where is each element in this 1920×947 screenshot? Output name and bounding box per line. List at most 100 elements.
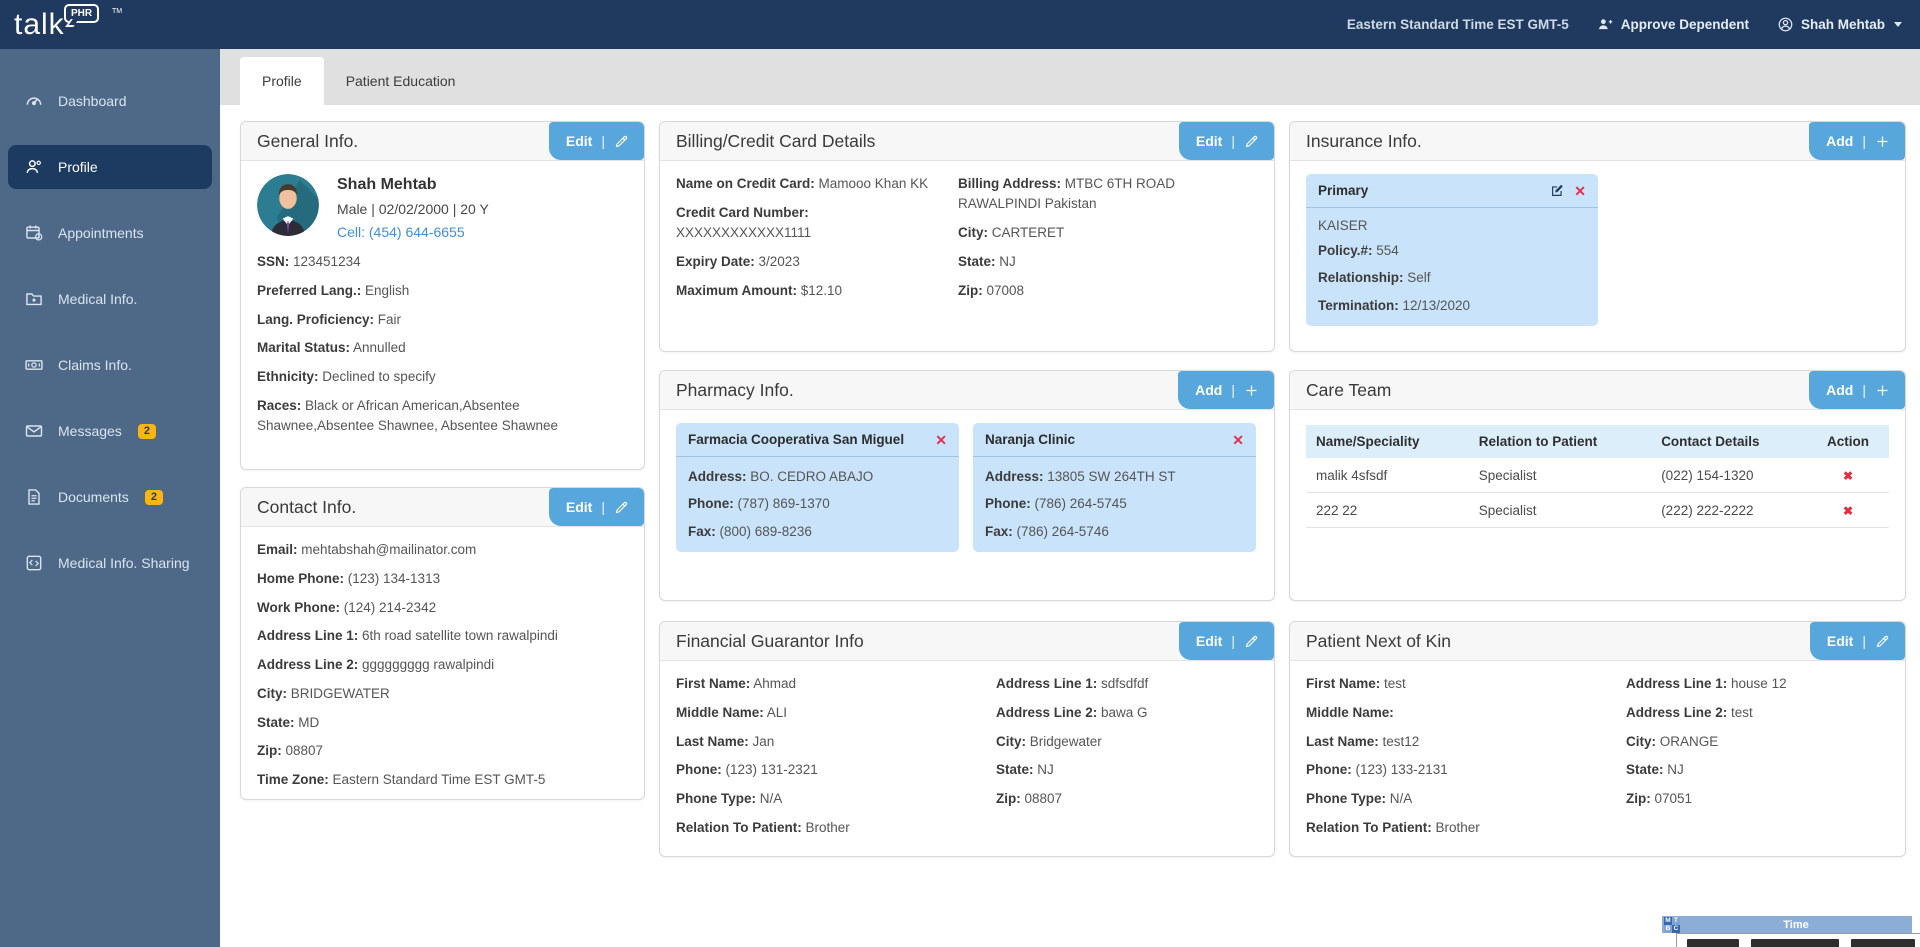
kin-right-fields: Address Line 1: house 12 Address Line 2: … <box>1626 674 1889 847</box>
remove-pharmacy-button[interactable]: ✕ <box>1232 431 1244 448</box>
sidebar-label: Claims Info. <box>58 357 132 373</box>
timezone-label: Eastern Standard Time EST GMT-5 <box>1346 17 1569 32</box>
insurance-entry-name: Primary <box>1318 183 1369 198</box>
general-info-fields: SSN: 123451234 Preferred Lang.: English La… <box>257 252 628 436</box>
card-title: Contact Info. <box>257 496 357 517</box>
banknote-icon <box>25 360 43 370</box>
pharmacy-card: Pharmacy Info. Add | Farmacia Cooperativ… <box>659 370 1275 601</box>
calendar-clock-icon <box>26 225 43 241</box>
patient-cell-link[interactable]: Cell: (454) 644-6655 <box>337 224 465 240</box>
insurance-entry: Primary ✕ KAISER Policy.#: <box>1306 174 1598 326</box>
field-row: Address Line 1: 6th road satellite town … <box>257 628 558 644</box>
field-row: Address: BO. CEDRO ABAJO <box>688 469 874 484</box>
card-title: General Info. <box>257 130 359 151</box>
edit-billing-button[interactable]: Edit | <box>1178 122 1274 160</box>
folder-plus-icon <box>26 293 42 306</box>
sidebar-item-documents[interactable]: Documents 2 <box>8 475 212 519</box>
app-logo[interactable]: talk PHR TM <box>0 0 220 49</box>
remove-care-team-member-button[interactable]: ✖ <box>1842 503 1854 518</box>
remove-pharmacy-button[interactable]: ✕ <box>935 431 947 448</box>
field-row: Credit Card Number: XXXXXXXXXXXX1111 <box>676 204 812 240</box>
pencil-icon <box>615 135 628 147</box>
field-row: Phone: (123) 131-2321 <box>676 762 818 778</box>
edit-financial-guarantor-button[interactable]: Edit | <box>1178 622 1274 660</box>
care-team-row: 222 22 Specialist (222) 222-2222 ✖ <box>1306 492 1889 528</box>
field-row: Last Name: test12 <box>1306 733 1420 749</box>
insurance-plan-name: KAISER <box>1318 218 1368 233</box>
sidebar-item-profile[interactable]: Profile <box>8 145 212 189</box>
sidebar-item-medical-info-sharing[interactable]: Medical Info. Sharing <box>8 541 212 585</box>
financial-right-fields: Address Line 1: sdfsdfdf Address Line 2: … <box>996 674 1258 847</box>
share-file-icon <box>26 555 42 571</box>
field-row: Address Line 1: house 12 <box>1626 676 1787 691</box>
edit-next-of-kin-button[interactable]: Edit | <box>1809 622 1905 660</box>
card-title: Insurance Info. <box>1306 130 1422 151</box>
sidebar-label: Profile <box>58 159 98 175</box>
add-insurance-button[interactable]: Add | <box>1809 122 1905 160</box>
document-icon <box>28 489 40 505</box>
field-row: City: BRIDGEWATER <box>257 685 390 701</box>
edit-contact-info-button[interactable]: Edit | <box>548 488 644 526</box>
field-row: Zip: 08807 <box>257 743 324 759</box>
field-row: State: MD <box>257 714 320 730</box>
field-row: Phone Type: N/A <box>1306 791 1413 806</box>
field-row: Lang. Proficiency: Fair <box>257 311 402 327</box>
card-title: Care Team <box>1306 379 1392 400</box>
sidebar-item-messages[interactable]: Messages 2 <box>8 409 212 453</box>
field-row: Maximum Amount: $12.10 <box>676 282 843 298</box>
field-row: SSN: 123451234 <box>257 254 361 269</box>
remove-insurance-button[interactable]: ✕ <box>1574 182 1586 199</box>
sidebar-item-dashboard[interactable]: Dashboard <box>8 79 212 123</box>
field-row: Ethnicity: Declined to specify <box>257 369 436 384</box>
field-row: Fax: (800) 689-8236 <box>688 523 812 539</box>
plus-icon <box>1877 385 1888 395</box>
edit-insurance-icon[interactable] <box>1550 184 1564 198</box>
main-area: Profile Patient Education General Info. … <box>220 49 1920 947</box>
sidebar-label: Documents <box>58 489 129 505</box>
logo-wordmark: talk <box>14 8 65 41</box>
cards-grid: General Info. Edit | <box>220 105 1920 857</box>
field-row: City: ORANGE <box>1626 733 1719 749</box>
patient-summary: Shah Mehtab Male | 02/02/2000 | 20 Y Cel… <box>257 174 628 240</box>
phr-badge: PHR <box>64 4 100 23</box>
edit-general-info-button[interactable]: Edit | <box>548 122 644 160</box>
field-row: Preferred Lang.: English <box>257 282 410 298</box>
field-row: Policy.#: 554 <box>1318 243 1399 258</box>
field-row: Fax: (786) 264-5746 <box>985 523 1109 539</box>
tab-patient-education[interactable]: Patient Education <box>345 73 456 89</box>
field-row: Relationship: Self <box>1318 270 1431 286</box>
person-info-icon <box>26 160 41 174</box>
sidebar-label: Medical Info. Sharing <box>58 555 190 571</box>
sidebar-label: Medical Info. <box>58 291 138 307</box>
add-care-team-button[interactable]: Add | <box>1809 371 1905 409</box>
sidebar-item-appointments[interactable]: Appointments <box>8 211 212 255</box>
field-row: Name on Credit Card: Mamooo Khan KK <box>676 176 929 191</box>
field-row: Expiry Date: 3/2023 <box>676 253 800 269</box>
remove-care-team-member-button[interactable]: ✖ <box>1842 468 1854 483</box>
field-row: Zip: 08807 <box>996 791 1063 806</box>
field-row: First Name: Ahmad <box>676 676 797 691</box>
field-row: State: NJ <box>996 762 1054 778</box>
care-team-table: Name/Speciality Relation to Patient Cont… <box>1306 425 1889 528</box>
field-row: Termination: 12/13/2020 <box>1318 297 1471 313</box>
top-header: talk PHR TM Eastern Standard Time EST GM… <box>0 0 1920 49</box>
financial-guarantor-card: Financial Guarantor Info Edit | First Na… <box>659 621 1275 857</box>
next-of-kin-card: Patient Next of Kin Edit | First Name: t… <box>1289 621 1906 857</box>
pharmacy-entry: Naranja Clinic ✕ Address: 13805 SW 264TH… <box>973 423 1256 552</box>
approve-dependent-button[interactable]: Approve Dependent <box>1597 16 1749 33</box>
sidebar-item-claims-info[interactable]: Claims Info. <box>8 343 212 387</box>
field-row: Last Name: Jan <box>676 733 775 749</box>
sidebar-item-medical-info[interactable]: Medical Info. <box>8 277 212 321</box>
user-menu[interactable]: Shah Mehtab <box>1777 16 1902 33</box>
tab-profile[interactable]: Profile <box>240 57 324 105</box>
add-pharmacy-button[interactable]: Add | <box>1178 371 1274 409</box>
field-row: Phone: (787) 869-1370 <box>688 496 830 512</box>
documents-count-badge: 2 <box>144 489 163 505</box>
pharmacy-entry: Farmacia Cooperativa San Miguel ✕ Addres… <box>676 423 959 552</box>
pencil-icon <box>1245 635 1258 647</box>
pharmacy-name: Farmacia Cooperativa San Miguel <box>688 432 905 447</box>
card-title: Financial Guarantor Info <box>676 630 864 651</box>
